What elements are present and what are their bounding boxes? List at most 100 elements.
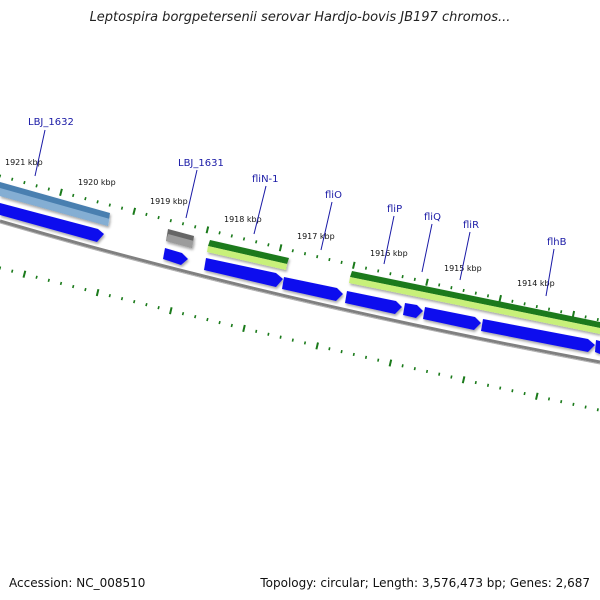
major-tick	[535, 392, 539, 400]
minor-tick	[108, 203, 111, 207]
cds-arrow-lbj1632	[0, 203, 104, 242]
minor-tick	[181, 311, 185, 316]
minor-tick	[328, 347, 331, 351]
major-tick	[498, 294, 502, 303]
minor-tick	[59, 281, 63, 286]
minor-tick	[157, 215, 160, 220]
gene-label-lbj1631[interactable]: LBJ_1631	[178, 158, 224, 169]
minor-tick	[486, 294, 490, 298]
major-tick	[169, 307, 173, 315]
minor-tick	[230, 234, 233, 238]
cog-bar-flip-flhb	[350, 271, 600, 328]
major-tick	[352, 261, 356, 269]
ruler-label: 1919 kbp	[150, 197, 188, 206]
minor-tick	[303, 341, 307, 345]
cds-arrow-flin1	[204, 258, 283, 287]
gene-leader-lbj1632	[34, 129, 46, 177]
chromosome-backbone	[0, 219, 600, 364]
gene-labels: LBJ_1632 LBJ_1631 fliN-1 fliO fliP fliQ …	[28, 117, 567, 297]
minor-tick	[584, 315, 587, 319]
ruler-label: 1920 kbp	[78, 178, 116, 187]
minor-tick	[389, 272, 392, 276]
minor-tick	[340, 349, 343, 354]
gene-label-fliq[interactable]: fliQ	[424, 212, 441, 223]
minor-tick	[145, 302, 148, 307]
cog-feature-band	[0, 182, 600, 334]
minor-tick	[474, 380, 477, 385]
minor-tick	[35, 275, 38, 279]
cds-arrow-flio	[282, 277, 343, 301]
minor-tick	[572, 402, 575, 406]
gene-label-flip[interactable]: fliP	[387, 204, 402, 215]
minor-tick	[145, 212, 148, 217]
gene-leader-fliq	[421, 223, 433, 273]
cds-arrow-lbj1631	[163, 248, 188, 265]
minor-tick	[401, 274, 404, 279]
gene-leader-flir	[459, 231, 471, 281]
minor-tick	[206, 317, 209, 322]
minor-tick	[425, 369, 429, 374]
minor-tick	[181, 222, 185, 226]
minor-tick	[11, 177, 14, 181]
ruler-label: 1917 kbp	[297, 232, 335, 241]
gene-label-flir[interactable]: fliR	[463, 220, 479, 231]
major-tick	[388, 359, 393, 367]
minor-tick	[523, 391, 526, 396]
minor-tick	[194, 314, 197, 319]
gene-leader-lbj1631	[185, 169, 198, 219]
minor-tick	[364, 266, 368, 270]
minor-tick	[499, 386, 502, 390]
inner-tick-ring	[0, 266, 599, 412]
gene-leader-flio	[320, 201, 333, 251]
minor-tick	[35, 184, 38, 188]
minor-tick	[120, 206, 124, 210]
minor-tick	[72, 193, 75, 198]
minor-tick	[340, 260, 343, 265]
minor-tick	[242, 237, 246, 241]
major-tick	[425, 278, 429, 286]
accession-text: Accession: NC_008510	[9, 576, 146, 590]
outer-tick-ring	[0, 174, 599, 322]
minor-tick	[511, 389, 514, 393]
minor-tick	[303, 252, 307, 256]
minor-tick	[96, 200, 99, 204]
minor-tick	[84, 196, 87, 201]
ruler-label: 1918 kbp	[224, 215, 262, 224]
minor-tick	[596, 408, 599, 412]
minor-tick	[267, 243, 270, 247]
minor-tick	[23, 180, 26, 185]
minor-tick	[108, 293, 111, 298]
ruler-label: 1914 kbp	[517, 279, 555, 288]
minor-tick	[474, 291, 477, 295]
minor-tick	[462, 288, 465, 293]
minor-tick	[535, 304, 538, 309]
cds-arrow-flhb	[481, 319, 595, 352]
major-tick	[315, 342, 319, 350]
minor-tick	[413, 367, 416, 371]
gene-label-flin1[interactable]: fliN-1	[252, 174, 279, 185]
minor-tick	[547, 397, 551, 401]
minor-tick	[230, 323, 233, 328]
minor-tick	[11, 269, 14, 273]
gene-label-flio[interactable]: fliO	[325, 190, 342, 201]
ruler-label: 1916 kbp	[370, 249, 408, 258]
cog-bar-flip-flhb-lime	[349, 277, 600, 334]
minor-tick	[291, 249, 294, 253]
minor-tick	[133, 299, 136, 304]
gene-leader-flin1	[253, 185, 267, 235]
minor-tick	[560, 310, 563, 314]
cds-arrow-flir	[423, 307, 481, 330]
major-tick	[132, 207, 137, 215]
major-tick	[59, 188, 63, 196]
cog-bar-flin1-lime	[207, 246, 287, 270]
gene-label-lbj1632[interactable]: LBJ_1632	[28, 117, 74, 128]
gene-label-flhb[interactable]: flhB	[547, 237, 567, 248]
major-tick	[22, 270, 27, 278]
cog-bar-flin1	[208, 240, 289, 264]
gene-leader-flhb	[545, 248, 555, 297]
minor-tick	[560, 400, 563, 404]
minor-tick	[84, 287, 87, 292]
topology-text: Topology: circular; Length: 3,576,473 bp…	[260, 576, 590, 590]
